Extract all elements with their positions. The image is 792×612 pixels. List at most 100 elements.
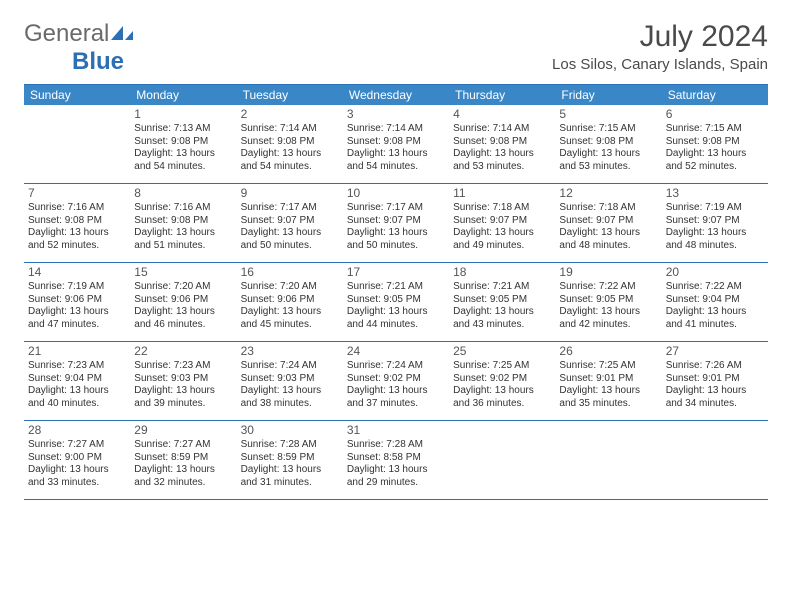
day-cell: 4Sunrise: 7:14 AMSunset: 9:08 PMDaylight… [449, 105, 555, 183]
sunset-text: Sunset: 9:07 PM [666, 215, 764, 228]
day-number: 6 [666, 107, 764, 122]
daylight-text: Daylight: 13 hours [453, 385, 551, 398]
day-number: 31 [347, 423, 445, 438]
month-title: July 2024 [552, 20, 768, 54]
weekday-header-row: Sunday Monday Tuesday Wednesday Thursday… [24, 85, 768, 105]
day-cell: 22Sunrise: 7:23 AMSunset: 9:03 PMDayligh… [130, 342, 236, 420]
daylight-text: and 54 minutes. [134, 161, 232, 174]
week-row: 14Sunrise: 7:19 AMSunset: 9:06 PMDayligh… [24, 263, 768, 342]
sunrise-text: Sunrise: 7:18 AM [559, 202, 657, 215]
sunset-text: Sunset: 9:04 PM [666, 294, 764, 307]
day-number: 13 [666, 186, 764, 201]
sunrise-text: Sunrise: 7:13 AM [134, 123, 232, 136]
weekday-header: Tuesday [237, 85, 343, 105]
daylight-text: and 32 minutes. [134, 477, 232, 490]
daylight-text: and 31 minutes. [241, 477, 339, 490]
day-number: 3 [347, 107, 445, 122]
day-cell: 20Sunrise: 7:22 AMSunset: 9:04 PMDayligh… [662, 263, 768, 341]
sunrise-text: Sunrise: 7:24 AM [241, 360, 339, 373]
daylight-text: Daylight: 13 hours [347, 148, 445, 161]
logo-flag-icon [111, 20, 135, 48]
day-cell: 27Sunrise: 7:26 AMSunset: 9:01 PMDayligh… [662, 342, 768, 420]
day-cell: 25Sunrise: 7:25 AMSunset: 9:02 PMDayligh… [449, 342, 555, 420]
sunrise-text: Sunrise: 7:26 AM [666, 360, 764, 373]
day-cell: 18Sunrise: 7:21 AMSunset: 9:05 PMDayligh… [449, 263, 555, 341]
sunrise-text: Sunrise: 7:28 AM [347, 439, 445, 452]
daylight-text: Daylight: 13 hours [134, 464, 232, 477]
day-number: 14 [28, 265, 126, 280]
day-cell: 28Sunrise: 7:27 AMSunset: 9:00 PMDayligh… [24, 421, 130, 499]
daylight-text: Daylight: 13 hours [559, 148, 657, 161]
daylight-text: and 51 minutes. [134, 240, 232, 253]
daylight-text: and 53 minutes. [559, 161, 657, 174]
day-number: 26 [559, 344, 657, 359]
day-number: 1 [134, 107, 232, 122]
header: GeneralBlue July 2024 Los Silos, Canary … [24, 20, 768, 76]
sunrise-text: Sunrise: 7:15 AM [559, 123, 657, 136]
daylight-text: and 50 minutes. [347, 240, 445, 253]
location-text: Los Silos, Canary Islands, Spain [552, 56, 768, 73]
daylight-text: and 46 minutes. [134, 319, 232, 332]
day-number: 18 [453, 265, 551, 280]
day-number: 12 [559, 186, 657, 201]
sunset-text: Sunset: 8:58 PM [347, 452, 445, 465]
sunrise-text: Sunrise: 7:27 AM [28, 439, 126, 452]
daylight-text: Daylight: 13 hours [666, 385, 764, 398]
daylight-text: Daylight: 13 hours [347, 464, 445, 477]
sunset-text: Sunset: 9:06 PM [241, 294, 339, 307]
daylight-text: Daylight: 13 hours [134, 385, 232, 398]
daylight-text: and 36 minutes. [453, 398, 551, 411]
sunset-text: Sunset: 9:08 PM [453, 136, 551, 149]
daylight-text: Daylight: 13 hours [28, 464, 126, 477]
daylight-text: Daylight: 13 hours [666, 227, 764, 240]
daylight-text: Daylight: 13 hours [453, 148, 551, 161]
sunrise-text: Sunrise: 7:24 AM [347, 360, 445, 373]
sunrise-text: Sunrise: 7:15 AM [666, 123, 764, 136]
daylight-text: and 50 minutes. [241, 240, 339, 253]
day-number: 30 [241, 423, 339, 438]
day-number: 7 [28, 186, 126, 201]
weekday-header: Friday [555, 85, 661, 105]
daylight-text: Daylight: 13 hours [559, 227, 657, 240]
day-cell: 3Sunrise: 7:14 AMSunset: 9:08 PMDaylight… [343, 105, 449, 183]
sunrise-text: Sunrise: 7:18 AM [453, 202, 551, 215]
day-number: 24 [347, 344, 445, 359]
weeks-container: 1Sunrise: 7:13 AMSunset: 9:08 PMDaylight… [24, 105, 768, 500]
sunrise-text: Sunrise: 7:22 AM [666, 281, 764, 294]
daylight-text: Daylight: 13 hours [347, 385, 445, 398]
title-block: July 2024 Los Silos, Canary Islands, Spa… [552, 20, 768, 73]
daylight-text: and 41 minutes. [666, 319, 764, 332]
day-number: 17 [347, 265, 445, 280]
sunrise-text: Sunrise: 7:14 AM [453, 123, 551, 136]
sunrise-text: Sunrise: 7:20 AM [241, 281, 339, 294]
day-cell: 10Sunrise: 7:17 AMSunset: 9:07 PMDayligh… [343, 184, 449, 262]
sunrise-text: Sunrise: 7:19 AM [28, 281, 126, 294]
sunset-text: Sunset: 8:59 PM [241, 452, 339, 465]
week-row: 7Sunrise: 7:16 AMSunset: 9:08 PMDaylight… [24, 184, 768, 263]
sunrise-text: Sunrise: 7:16 AM [28, 202, 126, 215]
weekday-header: Sunday [24, 85, 130, 105]
sunset-text: Sunset: 9:08 PM [241, 136, 339, 149]
daylight-text: and 49 minutes. [453, 240, 551, 253]
day-number: 15 [134, 265, 232, 280]
sunrise-text: Sunrise: 7:27 AM [134, 439, 232, 452]
sunset-text: Sunset: 9:07 PM [453, 215, 551, 228]
calendar: Sunday Monday Tuesday Wednesday Thursday… [24, 84, 768, 500]
day-number: 16 [241, 265, 339, 280]
daylight-text: and 39 minutes. [134, 398, 232, 411]
daylight-text: Daylight: 13 hours [134, 148, 232, 161]
logo: GeneralBlue [24, 20, 135, 76]
daylight-text: and 34 minutes. [666, 398, 764, 411]
day-cell: 17Sunrise: 7:21 AMSunset: 9:05 PMDayligh… [343, 263, 449, 341]
day-cell: 15Sunrise: 7:20 AMSunset: 9:06 PMDayligh… [130, 263, 236, 341]
sunrise-text: Sunrise: 7:25 AM [453, 360, 551, 373]
week-row: 1Sunrise: 7:13 AMSunset: 9:08 PMDaylight… [24, 105, 768, 184]
day-cell: 12Sunrise: 7:18 AMSunset: 9:07 PMDayligh… [555, 184, 661, 262]
sunrise-text: Sunrise: 7:21 AM [347, 281, 445, 294]
day-cell: 31Sunrise: 7:28 AMSunset: 8:58 PMDayligh… [343, 421, 449, 499]
sunset-text: Sunset: 9:05 PM [347, 294, 445, 307]
sunset-text: Sunset: 9:03 PM [134, 373, 232, 386]
daylight-text: Daylight: 13 hours [453, 227, 551, 240]
sunset-text: Sunset: 9:06 PM [28, 294, 126, 307]
daylight-text: and 48 minutes. [666, 240, 764, 253]
